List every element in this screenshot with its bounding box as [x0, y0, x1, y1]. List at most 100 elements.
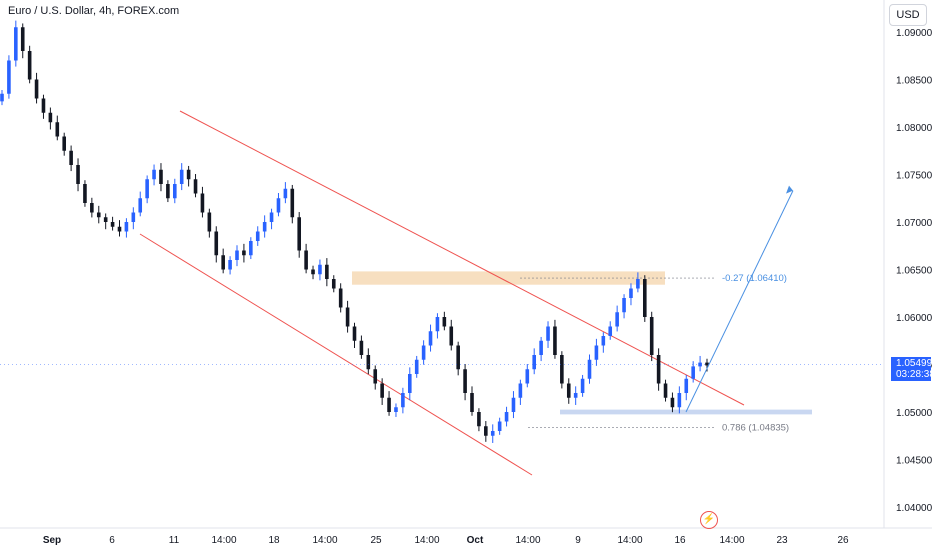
x-tick-label: 14:00 — [617, 535, 642, 546]
candle — [221, 248, 225, 274]
candle — [629, 283, 633, 306]
candle — [83, 180, 87, 207]
candle-body — [193, 179, 198, 194]
lightning-icon[interactable]: ⚡ — [700, 511, 718, 529]
candle — [359, 335, 364, 359]
currency-button[interactable]: USD — [889, 4, 927, 26]
candle-body — [401, 393, 405, 408]
candle — [55, 115, 60, 141]
channel-upper-line — [179, 110, 745, 406]
candle-body — [622, 298, 626, 313]
candle — [566, 378, 571, 404]
candle-body — [608, 326, 613, 336]
candle-body — [615, 312, 619, 327]
candle — [318, 259, 322, 281]
candle — [449, 319, 454, 351]
candle — [283, 182, 288, 204]
candle-body — [456, 345, 460, 370]
candle-body — [172, 184, 177, 199]
candle — [48, 107, 53, 130]
candle — [34, 72, 39, 104]
candle-body — [601, 336, 606, 346]
candle — [573, 386, 578, 405]
candle-body — [518, 383, 523, 398]
candle — [698, 355, 702, 372]
x-tick-label: Oct — [467, 535, 484, 546]
candle-body — [629, 288, 633, 298]
candle-body — [428, 331, 433, 346]
candle-body — [124, 222, 129, 232]
candle — [546, 321, 550, 348]
candle — [145, 175, 149, 204]
candle-body — [214, 231, 219, 256]
candle-body — [179, 169, 184, 184]
price-levels: -0.27 (1.06410) 0.786 (1.04835) — [0, 273, 884, 434]
candle-body — [677, 393, 682, 408]
candle — [636, 272, 640, 293]
candle — [463, 364, 467, 401]
candle-body — [304, 250, 308, 270]
candle-body — [290, 188, 295, 218]
candle-body — [14, 27, 18, 61]
candle-body — [594, 345, 599, 360]
candle — [200, 186, 205, 218]
candle-body — [297, 217, 302, 251]
candle-body — [55, 122, 60, 137]
candle-body — [145, 179, 149, 199]
y-tick-label: 1.04000 — [896, 503, 932, 514]
candle-body — [110, 222, 115, 227]
x-tick-label: 14:00 — [312, 535, 337, 546]
candle — [338, 283, 343, 313]
candle-body — [649, 317, 654, 355]
candle — [414, 355, 419, 378]
candle-body — [663, 383, 668, 398]
x-tick-label: 14:00 — [719, 535, 744, 546]
candle — [497, 417, 502, 435]
candle — [677, 386, 682, 414]
candle-body — [366, 355, 371, 370]
candle — [249, 237, 253, 260]
candle — [20, 23, 25, 59]
candle-body — [283, 188, 288, 199]
candle — [608, 321, 613, 340]
candle — [560, 351, 564, 389]
candle-body — [573, 393, 578, 398]
y-tick-label: 1.08000 — [896, 123, 932, 134]
x-tick-label: 6 — [109, 535, 115, 546]
candle-body — [262, 222, 267, 232]
x-tick-label: 23 — [776, 535, 788, 546]
chart-title: Euro / U.S. Dollar, 4h, FOREX.com — [6, 5, 182, 17]
candle-body — [546, 326, 550, 341]
candle-body — [34, 79, 39, 99]
candle — [0, 89, 4, 106]
candle-body — [352, 326, 357, 341]
candle — [670, 392, 675, 413]
candle — [435, 313, 440, 339]
candlestick-series — [0, 20, 709, 443]
candle-body — [560, 355, 564, 384]
candle — [532, 348, 537, 375]
candle-body — [566, 383, 571, 398]
candle — [525, 364, 530, 388]
x-tick-label: 16 — [674, 535, 686, 546]
candle — [152, 164, 156, 186]
candle — [207, 208, 212, 238]
candle — [235, 245, 239, 267]
candle — [580, 374, 585, 397]
candle-body — [276, 198, 281, 213]
candle-body — [311, 269, 315, 275]
candle-body — [387, 397, 391, 412]
x-tick-label: 14:00 — [211, 535, 236, 546]
candle — [428, 324, 433, 352]
channel-lower-line — [139, 233, 533, 476]
candle-body — [345, 307, 350, 327]
x-tick-label: 11 — [169, 535, 180, 546]
candle — [138, 191, 143, 217]
candle-body — [407, 374, 412, 393]
candle-body — [41, 98, 46, 113]
candle — [366, 348, 371, 375]
candle — [691, 361, 695, 383]
candle — [124, 218, 129, 238]
